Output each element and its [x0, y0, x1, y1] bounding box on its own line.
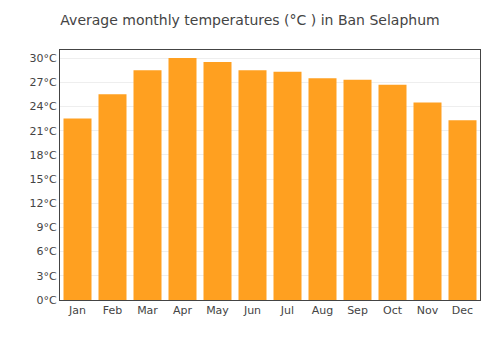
svg-text:9°C: 9°C	[37, 221, 57, 234]
svg-text:Nov: Nov	[417, 304, 439, 317]
svg-text:0°C: 0°C	[37, 294, 57, 307]
svg-text:Sep: Sep	[347, 304, 368, 317]
svg-text:Jul: Jul	[280, 304, 294, 317]
svg-text:18°C: 18°C	[30, 149, 57, 162]
svg-text:6°C: 6°C	[37, 245, 57, 258]
svg-text:Average monthly temperatures (: Average monthly temperatures (°C ) in Ba…	[60, 12, 439, 28]
svg-text:Feb: Feb	[103, 304, 122, 317]
svg-text:15°C: 15°C	[30, 173, 57, 186]
svg-text:3°C: 3°C	[37, 270, 57, 283]
svg-text:24°C: 24°C	[30, 100, 57, 113]
svg-text:May: May	[206, 304, 229, 317]
svg-text:Mar: Mar	[137, 304, 158, 317]
svg-text:Oct: Oct	[383, 304, 403, 317]
svg-text:Jun: Jun	[243, 304, 261, 317]
svg-text:21°C: 21°C	[30, 124, 57, 137]
svg-text:27°C: 27°C	[30, 76, 57, 89]
svg-text:30°C: 30°C	[30, 52, 57, 65]
svg-text:12°C: 12°C	[30, 197, 57, 210]
svg-text:Aug: Aug	[312, 304, 333, 317]
svg-text:Jan: Jan	[68, 304, 86, 317]
svg-text:Dec: Dec	[452, 304, 473, 317]
svg-text:Apr: Apr	[173, 304, 193, 317]
